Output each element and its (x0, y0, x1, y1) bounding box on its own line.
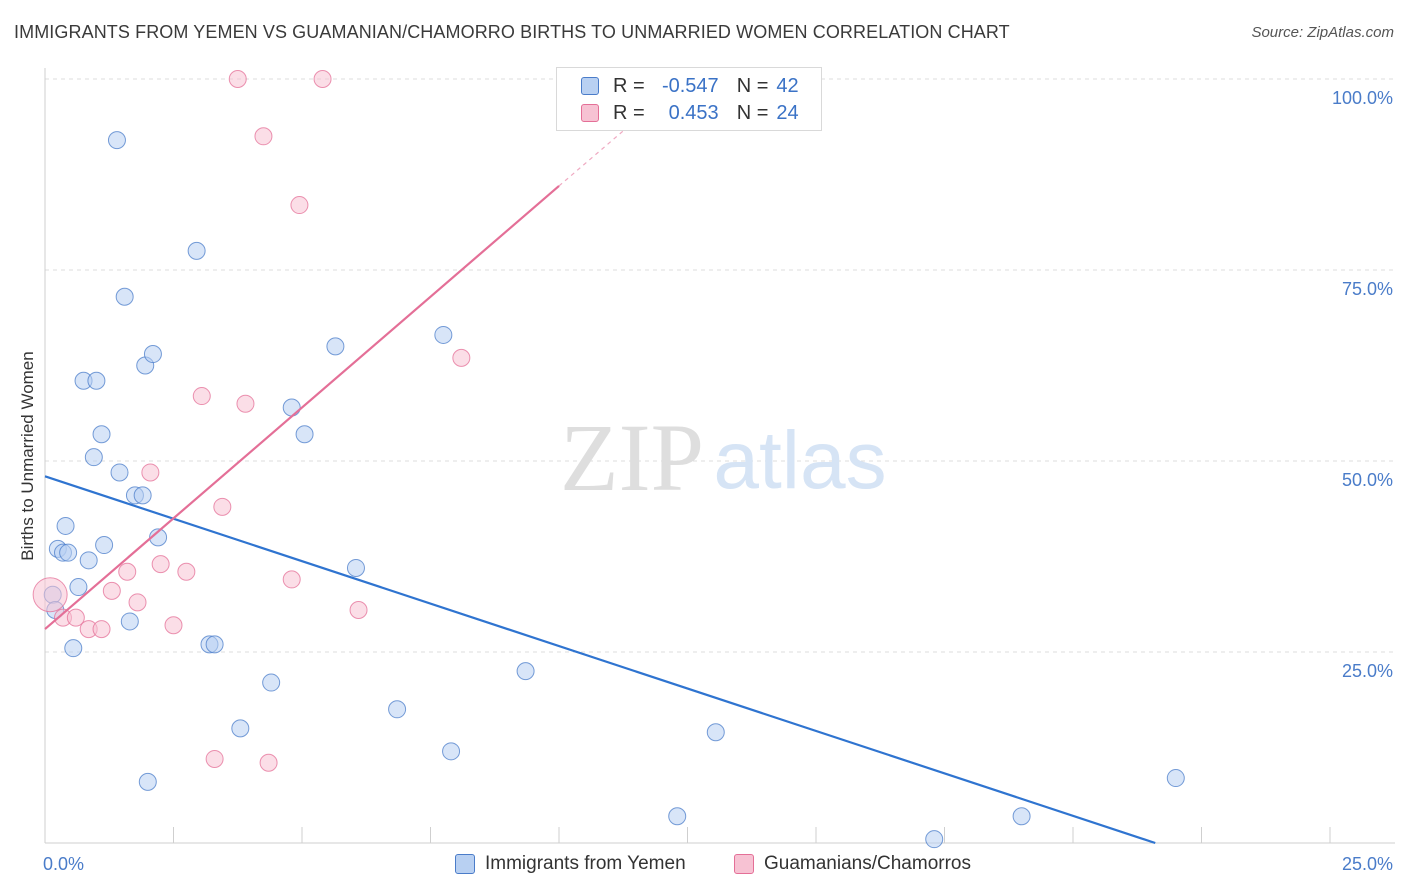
bottom-legend-pink: Guamanians/Chamorros (734, 852, 971, 876)
yemen-point (138, 772, 157, 791)
blue-swatch (581, 77, 599, 95)
source-credit: Source: ZipAtlas.com (1251, 24, 1394, 41)
legend-n-value: 24 (776, 101, 799, 124)
yemen-point (668, 807, 687, 826)
yemen-point (120, 612, 139, 631)
yemen-point (133, 486, 152, 505)
bottom-legend-blue: Immigrants from Yemen (455, 852, 686, 876)
blue-legend-swatch (455, 854, 475, 874)
legend-row-blue: R = -0.547 N = 42 (581, 73, 799, 99)
chamorro-point (282, 570, 301, 589)
pink-legend-label: Guamanians/Chamorros (764, 853, 971, 874)
chamorro-point (349, 600, 368, 619)
pink-legend-swatch (734, 854, 754, 874)
yemen-point (346, 558, 365, 577)
yemen-point (706, 723, 725, 742)
yemen-point (56, 516, 75, 535)
grid-lines (45, 78, 1395, 653)
y-tick-label: 75.0% (1342, 279, 1393, 299)
yemen-point (1166, 769, 1185, 788)
y-tick-label: 50.0% (1342, 470, 1393, 490)
yemen-point (64, 639, 83, 658)
yemen-point (262, 673, 281, 692)
yemen-point (1012, 807, 1031, 826)
yemen-point (187, 241, 206, 260)
chamorro-point (290, 196, 309, 215)
yemen-point (149, 528, 168, 547)
watermark: ZIP atlas (560, 404, 887, 511)
yemen-point (69, 578, 88, 597)
x-tick-label: 0.0% (43, 854, 84, 874)
legend-r-value: -0.547 (661, 74, 719, 97)
yemen-point (326, 337, 345, 356)
correlation-legend: R = -0.547 N = 42 R = 0.453 N = 24 (556, 67, 822, 131)
chamorro-point (228, 70, 247, 88)
yemen-point (59, 543, 78, 562)
yemen-point (79, 551, 98, 570)
legend-r-label: R = (613, 101, 645, 124)
legend-r-value: 0.453 (668, 101, 719, 124)
data-points (32, 70, 1185, 849)
chamorro-point (177, 562, 196, 581)
axes (44, 68, 1395, 844)
pink-swatch (581, 104, 599, 122)
chamorro-point (213, 497, 232, 516)
chamorro-point (254, 127, 273, 146)
chamorro-point (151, 555, 170, 574)
legend-row-pink: R = 0.453 N = 24 (581, 100, 799, 126)
yemen-point (282, 398, 301, 417)
yemen-point (434, 325, 453, 344)
chamorro-point (313, 70, 332, 88)
chamorro-point (128, 593, 147, 612)
chamorro-point (141, 463, 160, 482)
y-tick-label: 25.0% (1342, 661, 1393, 681)
yemen-point (107, 131, 126, 150)
chart-title: IMMIGRANTS FROM YEMEN VS GUAMANIAN/CHAMO… (14, 22, 1010, 42)
yemen-point (442, 742, 461, 761)
legend-r-label: R = (613, 74, 645, 97)
legend-n-value: 42 (776, 74, 799, 97)
yemen-point (115, 287, 134, 306)
yemen-point (95, 536, 114, 555)
chamorro-trend-line (44, 185, 560, 630)
y-axis-label: Births to Unmarried Women (18, 351, 37, 560)
yemen-point (295, 425, 314, 444)
chamorro-point (192, 387, 211, 406)
chamorro-point (66, 608, 85, 627)
chamorro-point (236, 394, 255, 413)
y-tick-label: 100.0% (1332, 88, 1393, 108)
yemen-point (110, 463, 129, 482)
yemen-point (84, 448, 103, 467)
chamorro-point (259, 753, 278, 772)
yemen-point (388, 700, 407, 719)
legend-n-label: N = (736, 101, 769, 124)
chamorro-point (118, 562, 137, 581)
blue-legend-label: Immigrants from Yemen (485, 853, 686, 874)
yemen-point (143, 345, 162, 364)
yemen-point (231, 719, 250, 738)
chamorro-point (205, 749, 224, 768)
tick-labels: 25.0% 50.0% 75.0% 100.0% 0.0% 25.0% (43, 88, 1393, 874)
watermark-zip: ZIP (560, 404, 704, 511)
yemen-point (205, 635, 224, 654)
chamorro-trend-extension (558, 128, 627, 187)
legend-n-label: N = (736, 74, 769, 97)
x-tick-label: 25.0% (1342, 854, 1393, 874)
yemen-point (87, 371, 106, 390)
watermark-atlas: atlas (713, 415, 886, 506)
chamorro-point (164, 616, 183, 635)
yemen-point (925, 830, 944, 849)
yemen-trend-line (44, 475, 1156, 845)
chamorro-point (32, 577, 68, 613)
chamorro-point (452, 348, 471, 367)
chamorro-point (92, 620, 111, 639)
trend-lines (44, 128, 1156, 845)
chamorro-point (102, 581, 121, 600)
yemen-point (92, 425, 111, 444)
yemen-point (516, 662, 535, 681)
